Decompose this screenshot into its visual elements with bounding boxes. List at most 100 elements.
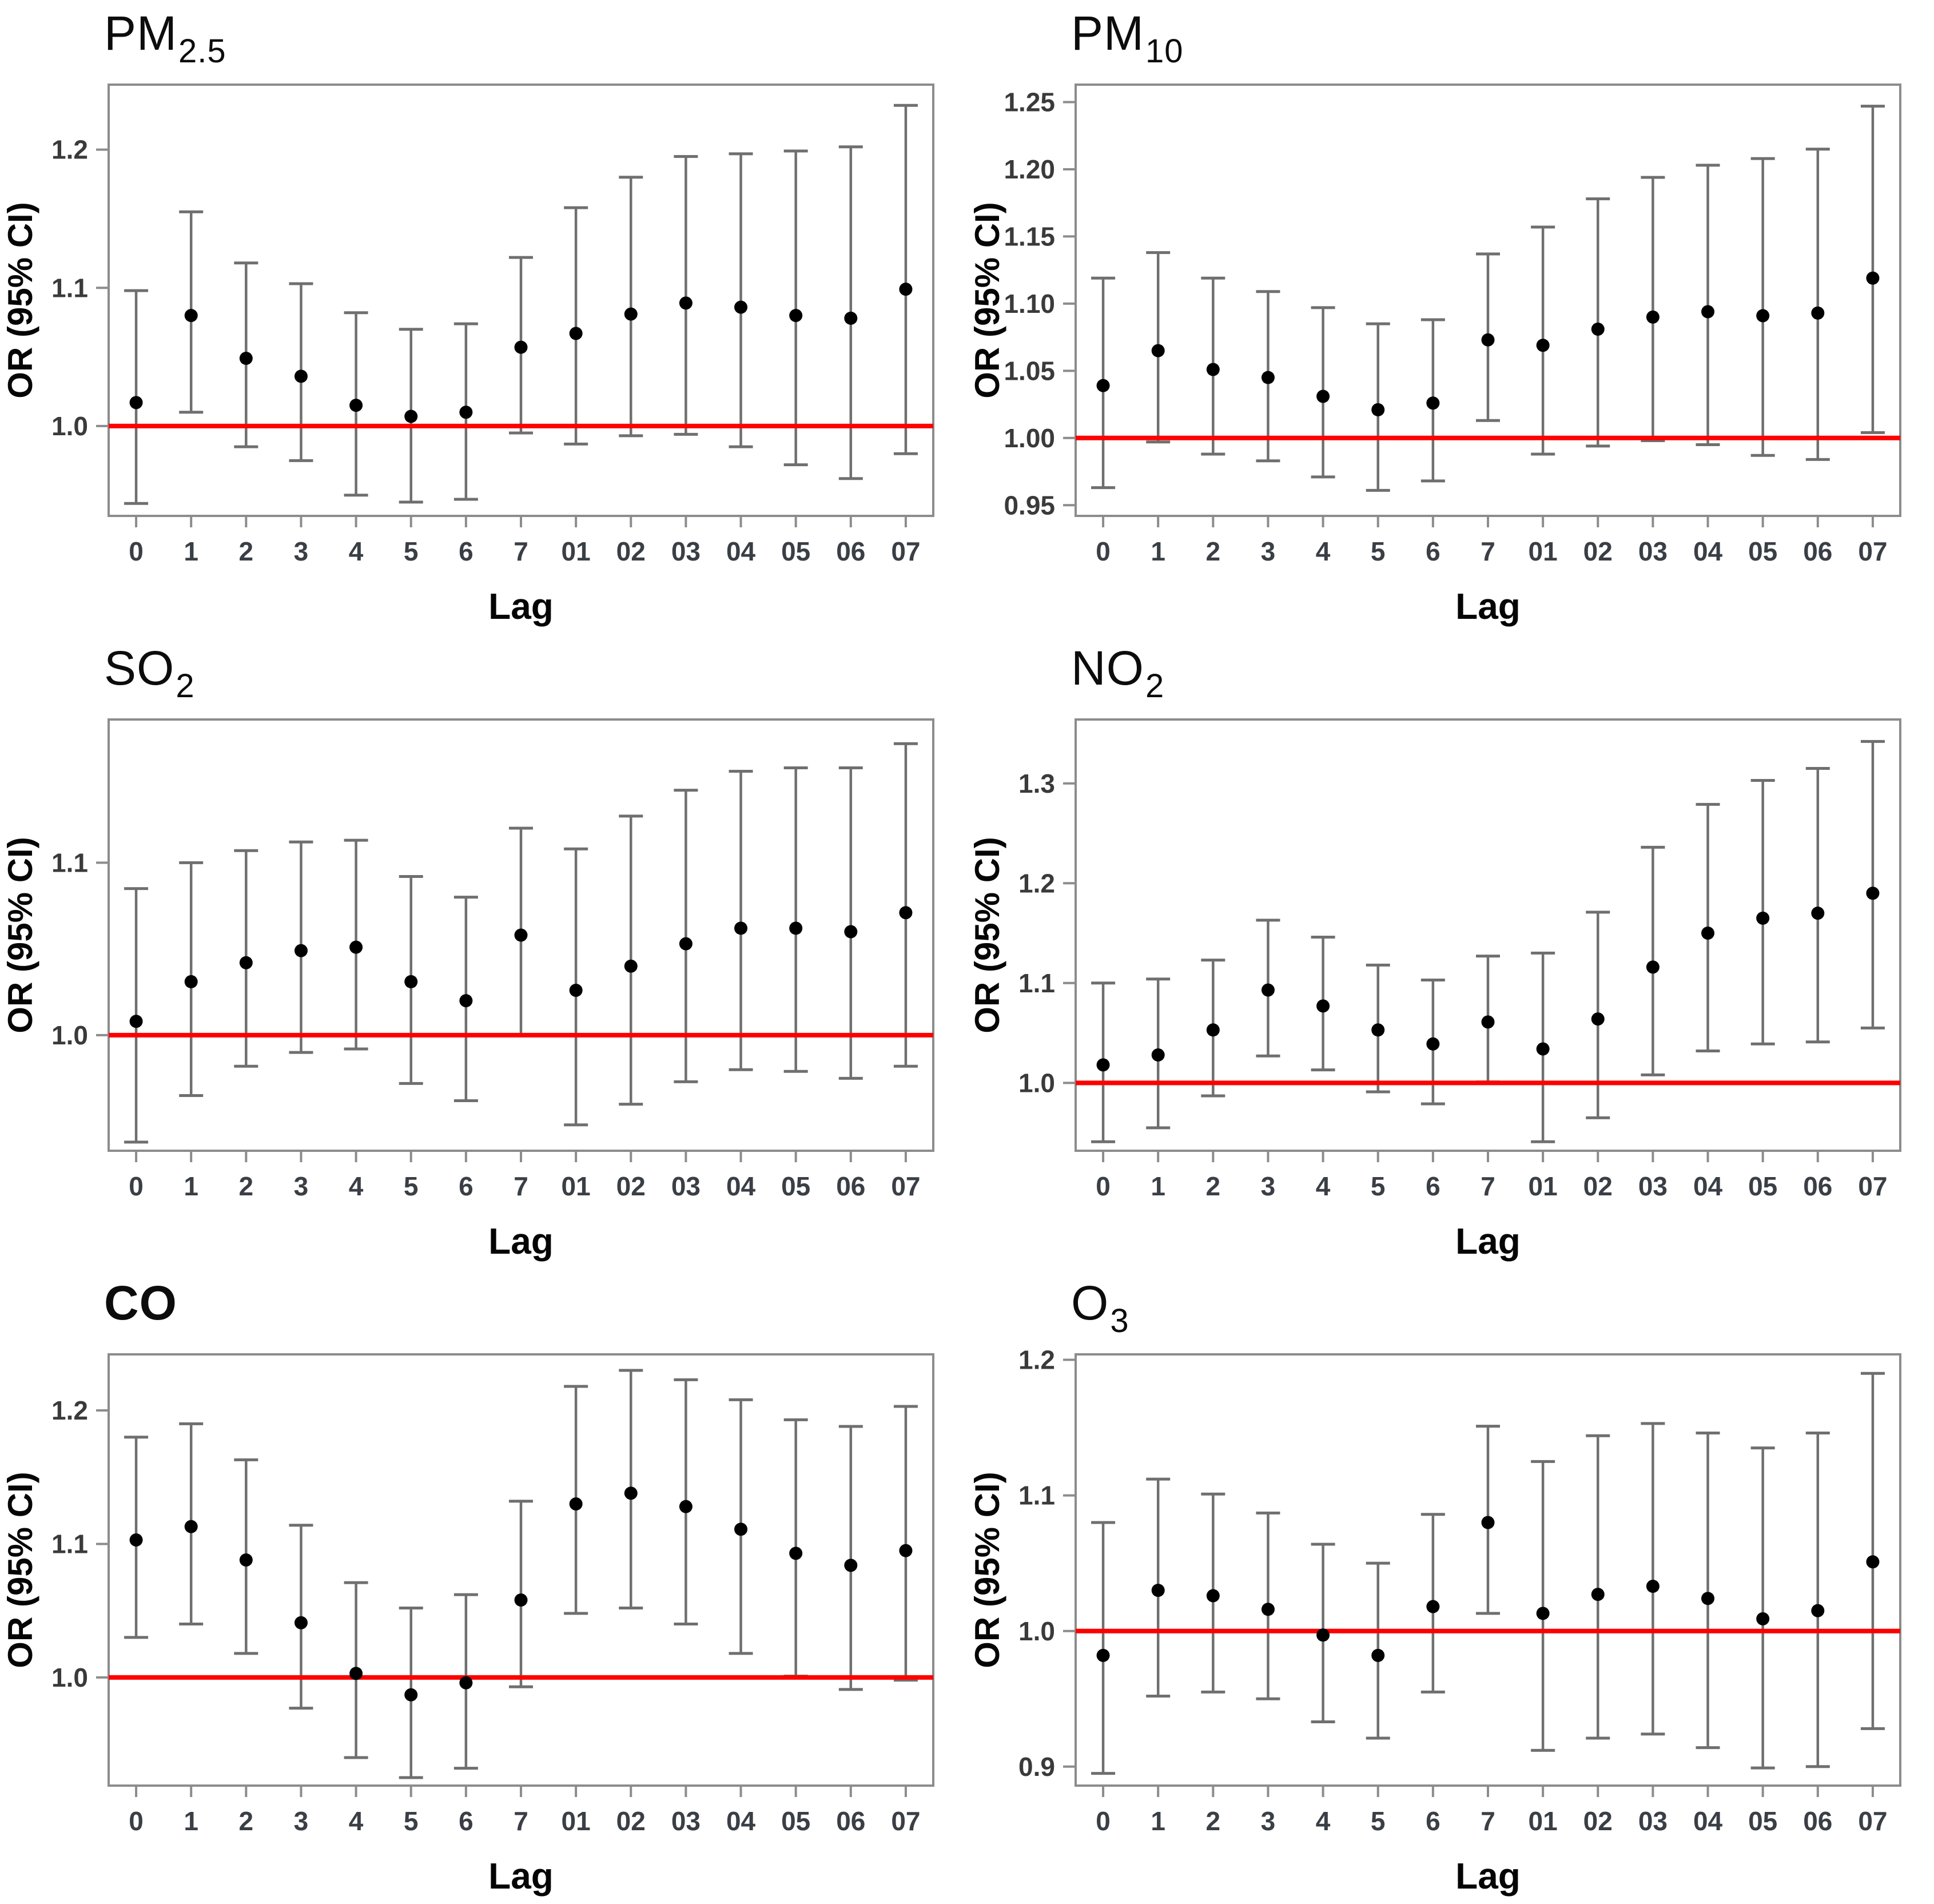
x-tick-label: 5: [404, 1806, 419, 1836]
x-tick-label: 7: [1481, 1806, 1495, 1836]
point-estimate: [1646, 310, 1660, 324]
y-tick-label: 1.1: [51, 273, 88, 303]
error-bar: [1750, 1446, 1775, 1770]
x-tick-label: 3: [294, 1806, 309, 1836]
x-tick-label: 1: [1151, 1171, 1165, 1201]
panel-title-co: CO: [104, 1277, 178, 1329]
panel-title-subscript: 2: [1145, 667, 1165, 705]
x-tick-label: 4: [349, 536, 364, 566]
point-estimate: [294, 1616, 308, 1629]
y-tick-label: 1.05: [1004, 356, 1055, 385]
point-estimate: [1371, 1023, 1385, 1037]
error-bar: [1641, 1422, 1665, 1736]
point-estimate: [459, 406, 473, 419]
x-tick-label: 07: [891, 1171, 920, 1201]
x-tick-label: 0: [1096, 1171, 1111, 1201]
x-tick-label: 06: [1803, 1171, 1832, 1201]
x-tick-label: 03: [1638, 1806, 1668, 1836]
error-bar: [838, 1425, 863, 1691]
x-tick-label: 04: [1693, 536, 1723, 566]
x-tick-label: 6: [1426, 1806, 1440, 1836]
point-estimate: [569, 327, 583, 340]
panel-title-subscript: 2.5: [178, 33, 226, 70]
y-tick-label: 1.0: [51, 411, 88, 441]
point-estimate: [459, 994, 473, 1008]
x-tick-label: 05: [781, 1806, 810, 1836]
error-bar: [893, 104, 918, 455]
panel-title-o3: O3: [1071, 1277, 1129, 1339]
error-bar: [1860, 740, 1885, 1029]
y-tick-label: 1.1: [51, 1529, 88, 1559]
x-tick-label: 01: [562, 1171, 591, 1201]
x-tick-label: 3: [1261, 1171, 1276, 1201]
x-tick-label: 02: [616, 1171, 646, 1201]
point-estimate: [569, 1497, 583, 1511]
point-estimate: [1096, 1058, 1110, 1072]
error-bar: [674, 155, 698, 436]
point-estimate: [1481, 1516, 1495, 1529]
point-estimate: [1591, 323, 1605, 336]
point-estimate: [1261, 371, 1275, 384]
y-axis-title: OR (95% CI): [1, 202, 39, 398]
chart-co: 1.0 1.1 1.2 0 1 2 3 4 5 6 7 01 02 03 04 05 06 07 OR (95% C…: [0, 1333, 967, 1904]
x-tick-label: 03: [671, 1806, 701, 1836]
point-estimate: [1811, 306, 1825, 320]
panel-title-text: NO: [1071, 641, 1144, 695]
point-estimate: [514, 1593, 528, 1607]
x-tick-label: 06: [836, 1806, 865, 1836]
panel-title-text: CO: [104, 1276, 177, 1330]
chart-o3: 0.9 1.0 1.1 1.2 0 1 2 3 4 5 6 7 01 02 03 04 05 06 07 OR (95…: [967, 1333, 1934, 1904]
point-estimate: [899, 1544, 913, 1557]
x-tick-label: 5: [1371, 536, 1386, 566]
x-tick-label: 04: [726, 1171, 756, 1201]
point-estimate: [1261, 983, 1275, 997]
point-estimate: [1646, 960, 1660, 974]
y-tick-label: 1.0: [1018, 1616, 1055, 1646]
point-estimate: [1701, 305, 1715, 319]
point-estimate: [789, 1547, 803, 1560]
panel-title-subscript: 10: [1145, 33, 1184, 70]
x-tick-label: 06: [1803, 1806, 1832, 1836]
point-estimate: [1866, 887, 1880, 900]
x-tick-label: 06: [836, 536, 865, 566]
point-estimate: [624, 1486, 638, 1500]
y-tick-label: 1.2: [1018, 868, 1055, 898]
y-tick-label: 1.1: [1018, 968, 1055, 998]
x-tick-label: 0: [129, 1806, 144, 1836]
x-tick-label: 4: [349, 1171, 364, 1201]
y-tick-label: 1.00: [1004, 423, 1055, 453]
point-estimate: [514, 928, 528, 942]
panel-co: CO 1.0 1.1 1.2 0 1 2 3 4 5 6 7 01 02 03 04 05 06 07 OR (95…: [0, 1270, 967, 1904]
panel-pm10: PM10 0.95 1.00 1.05 1.10 1.15 1.20 1.25 0 1 2 3 4 5 6…: [967, 0, 1934, 635]
y-tick-label: 1.2: [51, 1396, 88, 1425]
chart-pm10: 0.95 1.00 1.05 1.10 1.15 1.20 1.25 0 1 2 3 4 5 6 7 01 02…: [967, 63, 1934, 634]
point-estimate: [1371, 1648, 1385, 1662]
error-bar: [1750, 157, 1775, 457]
x-tick-label: 6: [459, 1806, 473, 1836]
point-estimate: [404, 975, 418, 988]
point-estimate: [184, 1520, 198, 1533]
point-estimate: [1756, 1612, 1770, 1625]
point-estimate: [1206, 363, 1220, 376]
point-estimate: [789, 309, 803, 323]
x-tick-label: 07: [1858, 536, 1887, 566]
point-estimate: [679, 1500, 693, 1513]
point-estimate: [1151, 344, 1165, 357]
panel-o3: O3 0.9 1.0 1.1 1.2 0 1 2 3 4 5 6 7 01 02 03 04 05 06 07 OR …: [967, 1270, 1934, 1904]
x-tick-label: 7: [514, 1806, 528, 1836]
x-tick-label: 6: [1426, 536, 1440, 566]
x-tick-label: 07: [891, 1806, 920, 1836]
point-estimate: [1591, 1012, 1605, 1026]
x-tick-label: 0: [1096, 1806, 1111, 1836]
point-estimate: [1701, 927, 1715, 940]
x-tick-label: 0: [129, 536, 144, 566]
x-axis-title: Lag: [1455, 586, 1521, 627]
x-tick-label: 2: [1206, 1806, 1221, 1836]
point-estimate: [789, 921, 803, 935]
point-estimate: [1426, 396, 1440, 410]
error-bar: [619, 176, 643, 438]
x-tick-label: 04: [1693, 1171, 1723, 1201]
point-estimate: [624, 307, 638, 321]
